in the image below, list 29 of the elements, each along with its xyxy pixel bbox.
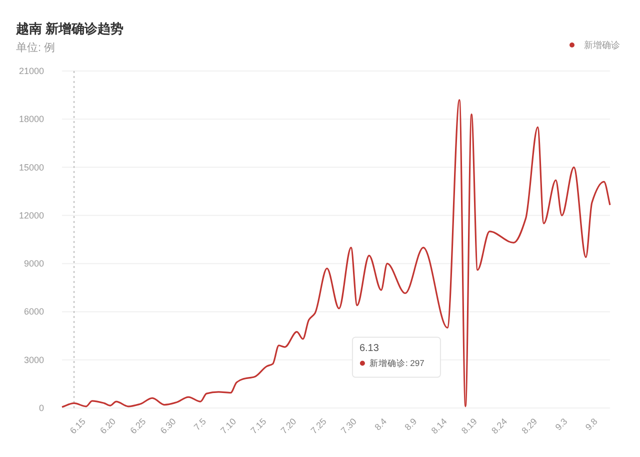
y-tick-label: 18000 <box>18 114 44 124</box>
y-tick-label: 12000 <box>18 210 44 220</box>
chart-subtitle: 单位: 例 <box>16 41 56 54</box>
y-tick-label: 21000 <box>18 66 44 76</box>
x-tick-label: 8.4 <box>372 416 389 432</box>
y-tick-label: 0 <box>38 403 44 413</box>
picture-tooltip: 6.13 新增确诊: 297 <box>352 336 441 378</box>
y-tick-label: 6000 <box>24 306 44 317</box>
x-tick-label: 8.19 <box>459 416 479 436</box>
x-tick-label: 7.30 <box>339 416 358 436</box>
x-tick-label: 7.10 <box>218 416 238 436</box>
y-tick-label: 3000 <box>24 354 44 365</box>
x-tick-label: 6.20 <box>98 416 118 436</box>
x-tick-label: 7.5 <box>192 416 208 432</box>
x-tick-label: 8.29 <box>520 416 540 436</box>
chart-title: 越南 新增确诊趋势 <box>15 21 124 36</box>
x-tick-label: 9.8 <box>583 416 600 432</box>
x-tick-label: 7.20 <box>278 416 298 436</box>
x-tick-label: 8.24 <box>490 416 510 436</box>
annotation: 新增确诊: 297 <box>369 358 425 368</box>
x-tick-label: 8.14 <box>429 416 449 436</box>
x-tick-label: 9.3 <box>553 416 570 432</box>
annotation: 6.13 <box>359 343 380 354</box>
y-tick-label: 9000 <box>24 258 44 269</box>
y-tick-label: 15000 <box>18 162 44 172</box>
legend-label: 新增确诊 <box>584 40 620 50</box>
x-tick-label: 8.9 <box>402 416 419 432</box>
x-tick-label: 7.15 <box>248 416 268 436</box>
x-tick-label: 6.30 <box>158 416 178 436</box>
